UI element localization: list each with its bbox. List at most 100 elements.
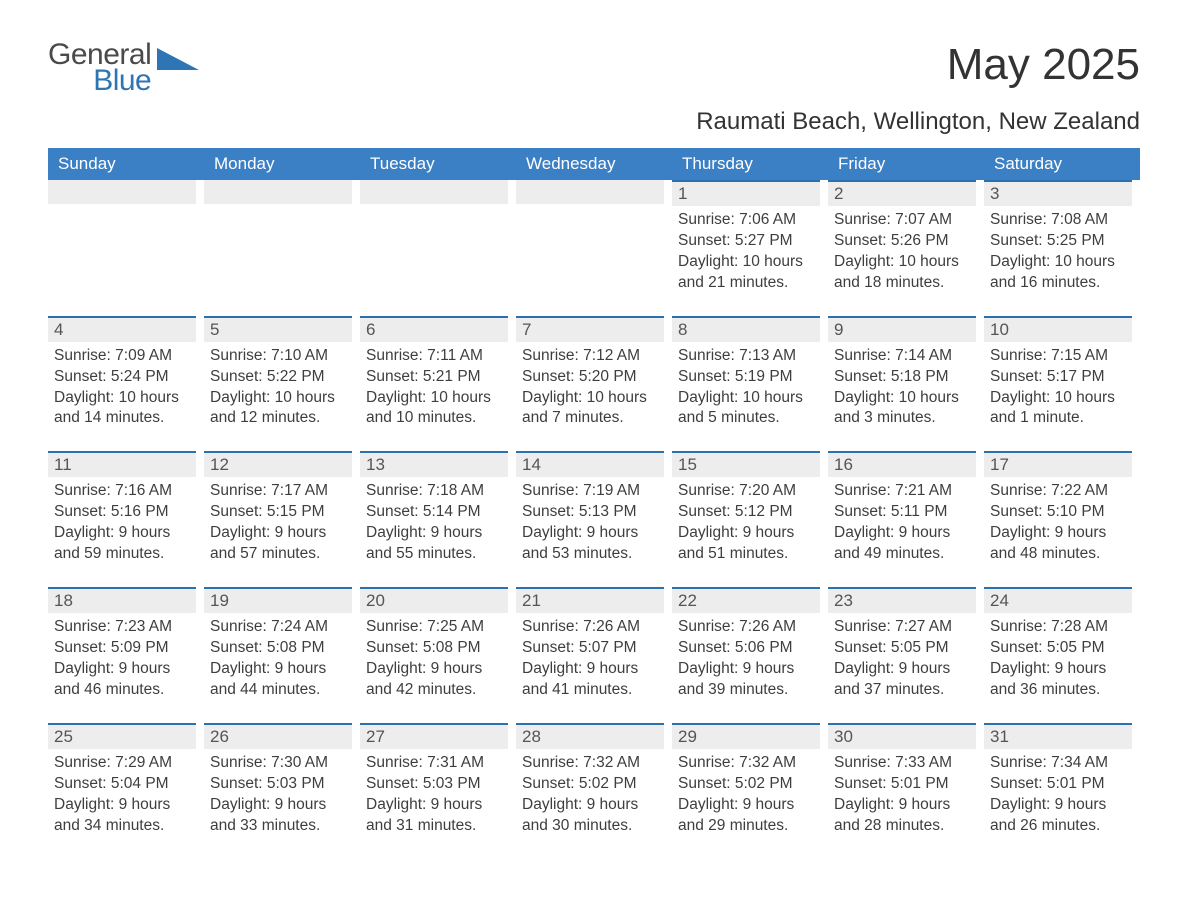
header: General Blue May 2025 Raumati Beach, Wel… <box>48 40 1140 136</box>
week-row: 25 Sunrise: 7:29 AMSunset: 5:04 PMDayligh… <box>48 723 1140 859</box>
day-number: 20 <box>360 587 508 613</box>
day-number: 8 <box>672 316 820 342</box>
day-number: 3 <box>984 180 1132 206</box>
day-details: Sunrise: 7:09 AMSunset: 5:24 PMDaylight:… <box>48 346 196 430</box>
dow-wednesday: Wednesday <box>516 148 672 180</box>
day-number: 18 <box>48 587 196 613</box>
day-cell: 22Sunrise: 7:26 AMSunset: 5:06 PMDayligh… <box>672 587 828 701</box>
day-cell: 2 Sunrise: 7:07 AMSunset: 5:26 PMDaylight… <box>828 180 984 294</box>
day-number: 9 <box>828 316 976 342</box>
day-number <box>360 180 508 204</box>
day-details: Sunrise: 7:18 AMSunset: 5:14 PMDaylight:… <box>360 481 508 565</box>
day-cell: 5Sunrise: 7:10 AMSunset: 5:22 PMDaylight… <box>204 316 360 430</box>
logo-word2: Blue <box>93 64 151 97</box>
day-number: 26 <box>204 723 352 749</box>
day-details: Sunrise: 7:33 AMSunset: 5:01 PMDaylight:… <box>828 753 976 837</box>
day-cell: 26 Sunrise: 7:30 AMSunset: 5:03 PMDayligh… <box>204 723 360 837</box>
dow-friday: Friday <box>828 148 984 180</box>
day-details: Sunrise: 7:07 AMSunset: 5:26 PMDaylight:… <box>828 210 976 294</box>
day-number: 6 <box>360 316 508 342</box>
day-details: Sunrise: 7:23 AMSunset: 5:09 PMDaylight:… <box>48 617 196 701</box>
day-details: Sunrise: 7:26 AMSunset: 5:06 PMDaylight:… <box>672 617 820 701</box>
day-number: 14 <box>516 451 664 477</box>
day-number: 15 <box>672 451 820 477</box>
location: Raumati Beach, Wellington, New Zealand <box>696 108 1140 136</box>
day-cell: 8Sunrise: 7:13 AMSunset: 5:19 PMDaylight… <box>672 316 828 430</box>
day-cell: 24 Sunrise: 7:28 AMSunset: 5:05 PMDayligh… <box>984 587 1140 701</box>
day-cell: 3 Sunrise: 7:08 AMSunset: 5:25 PMDaylight… <box>984 180 1140 294</box>
day-details: Sunrise: 7:25 AMSunset: 5:08 PMDaylight:… <box>360 617 508 701</box>
day-details: Sunrise: 7:24 AMSunset: 5:08 PMDaylight:… <box>204 617 352 701</box>
day-details: Sunrise: 7:26 AMSunset: 5:07 PMDaylight:… <box>516 617 664 701</box>
day-number: 13 <box>360 451 508 477</box>
day-cell: 7 Sunrise: 7:12 AMSunset: 5:20 PMDaylight… <box>516 316 672 430</box>
day-number: 19 <box>204 587 352 613</box>
day-number: 16 <box>828 451 976 477</box>
day-details: Sunrise: 7:32 AMSunset: 5:02 PMDaylight:… <box>516 753 664 837</box>
day-details: Sunrise: 7:06 AMSunset: 5:27 PMDaylight:… <box>672 210 820 294</box>
day-cell: 21Sunrise: 7:26 AMSunset: 5:07 PMDayligh… <box>516 587 672 701</box>
day-cell: 1 Sunrise: 7:06 AMSunset: 5:27 PMDaylight… <box>672 180 828 294</box>
month-title: May 2025 <box>696 40 1140 90</box>
day-details: Sunrise: 7:19 AMSunset: 5:13 PMDaylight:… <box>516 481 664 565</box>
day-cell: 16Sunrise: 7:21 AMSunset: 5:11 PMDayligh… <box>828 451 984 565</box>
day-details: Sunrise: 7:11 AMSunset: 5:21 PMDaylight:… <box>360 346 508 430</box>
day-number: 11 <box>48 451 196 477</box>
day-number: 25 <box>48 723 196 749</box>
day-number: 28 <box>516 723 664 749</box>
day-cell <box>360 180 516 294</box>
logo: General Blue <box>48 40 199 96</box>
day-details: Sunrise: 7:20 AMSunset: 5:12 PMDaylight:… <box>672 481 820 565</box>
day-cell: 29 Sunrise: 7:32 AMSunset: 5:02 PMDayligh… <box>672 723 828 837</box>
day-number: 12 <box>204 451 352 477</box>
day-number: 23 <box>828 587 976 613</box>
dow-saturday: Saturday <box>984 148 1140 180</box>
day-cell: 19 Sunrise: 7:24 AMSunset: 5:08 PMDayligh… <box>204 587 360 701</box>
dow-thursday: Thursday <box>672 148 828 180</box>
day-cell: 18 Sunrise: 7:23 AMSunset: 5:09 PMDayligh… <box>48 587 204 701</box>
day-details: Sunrise: 7:08 AMSunset: 5:25 PMDaylight:… <box>984 210 1132 294</box>
day-details: Sunrise: 7:30 AMSunset: 5:03 PMDaylight:… <box>204 753 352 837</box>
day-cell <box>516 180 672 294</box>
day-details: Sunrise: 7:15 AMSunset: 5:17 PMDaylight:… <box>984 346 1132 430</box>
logo-text: General Blue <box>48 40 151 96</box>
day-cell: 17 Sunrise: 7:22 AMSunset: 5:10 PMDayligh… <box>984 451 1140 565</box>
week-row: 18 Sunrise: 7:23 AMSunset: 5:09 PMDayligh… <box>48 587 1140 723</box>
day-details: Sunrise: 7:16 AMSunset: 5:16 PMDaylight:… <box>48 481 196 565</box>
day-cell: 11 Sunrise: 7:16 AMSunset: 5:16 PMDayligh… <box>48 451 204 565</box>
day-number: 29 <box>672 723 820 749</box>
dow-tuesday: Tuesday <box>360 148 516 180</box>
day-number: 10 <box>984 316 1132 342</box>
day-details: Sunrise: 7:22 AMSunset: 5:10 PMDaylight:… <box>984 481 1132 565</box>
day-number: 5 <box>204 316 352 342</box>
day-number: 30 <box>828 723 976 749</box>
day-number: 17 <box>984 451 1132 477</box>
day-details: Sunrise: 7:32 AMSunset: 5:02 PMDaylight:… <box>672 753 820 837</box>
day-cell <box>48 180 204 294</box>
day-number: 31 <box>984 723 1132 749</box>
day-details: Sunrise: 7:12 AMSunset: 5:20 PMDaylight:… <box>516 346 664 430</box>
day-details: Sunrise: 7:31 AMSunset: 5:03 PMDaylight:… <box>360 753 508 837</box>
day-cell: 23Sunrise: 7:27 AMSunset: 5:05 PMDayligh… <box>828 587 984 701</box>
week-row: 4 Sunrise: 7:09 AMSunset: 5:24 PMDaylight… <box>48 316 1140 452</box>
day-details: Sunrise: 7:29 AMSunset: 5:04 PMDaylight:… <box>48 753 196 837</box>
day-details: Sunrise: 7:34 AMSunset: 5:01 PMDaylight:… <box>984 753 1132 837</box>
day-cell: 4 Sunrise: 7:09 AMSunset: 5:24 PMDaylight… <box>48 316 204 430</box>
day-number: 27 <box>360 723 508 749</box>
dow-sunday: Sunday <box>48 148 204 180</box>
day-number: 7 <box>516 316 664 342</box>
day-cell: 20 Sunrise: 7:25 AMSunset: 5:08 PMDayligh… <box>360 587 516 701</box>
day-cell: 14 Sunrise: 7:19 AMSunset: 5:13 PMDayligh… <box>516 451 672 565</box>
day-number: 4 <box>48 316 196 342</box>
day-cell: 6 Sunrise: 7:11 AMSunset: 5:21 PMDaylight… <box>360 316 516 430</box>
day-details: Sunrise: 7:28 AMSunset: 5:05 PMDaylight:… <box>984 617 1132 701</box>
day-cell: 15 Sunrise: 7:20 AMSunset: 5:12 PMDayligh… <box>672 451 828 565</box>
day-number: 2 <box>828 180 976 206</box>
day-cell: 28 Sunrise: 7:32 AMSunset: 5:02 PMDayligh… <box>516 723 672 837</box>
logo-triangle-icon <box>157 48 199 70</box>
day-number: 24 <box>984 587 1132 613</box>
day-number: 1 <box>672 180 820 206</box>
calendar: SundayMondayTuesdayWednesdayThursdayFrid… <box>48 148 1140 858</box>
day-number <box>204 180 352 204</box>
day-cell <box>204 180 360 294</box>
